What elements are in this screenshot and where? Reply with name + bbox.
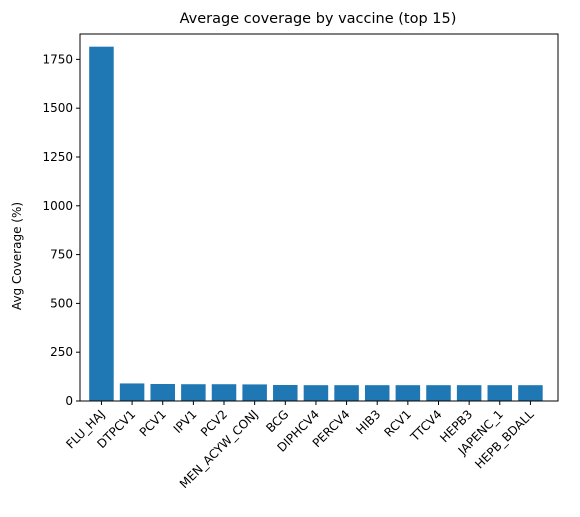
y-axis-label: Avg Coverage (%) xyxy=(10,202,24,310)
bar xyxy=(395,385,421,401)
bar xyxy=(119,383,145,401)
y-tick-label: 750 xyxy=(50,248,73,262)
bar xyxy=(273,384,298,401)
x-tick-label: TTCV4 xyxy=(407,407,444,444)
chart-title: Average coverage by vaccine (top 15) xyxy=(180,11,457,27)
bar xyxy=(334,385,359,401)
bar xyxy=(211,384,237,401)
bars xyxy=(89,46,543,401)
y-axis-ticks: 0 250 500 750 1000 1250 1500 1750 xyxy=(42,52,80,408)
bar xyxy=(242,384,267,401)
y-tick-label: 1500 xyxy=(42,101,73,115)
bar xyxy=(303,385,329,401)
plot-frame xyxy=(79,33,559,402)
bar xyxy=(456,385,482,401)
y-tick-label: 500 xyxy=(50,296,73,310)
bar xyxy=(487,385,513,401)
bar xyxy=(426,385,451,401)
x-tick-label: PCV1 xyxy=(137,407,169,439)
bar xyxy=(518,385,543,401)
x-tick-label: HIB3 xyxy=(353,407,383,437)
y-tick-label: 250 xyxy=(50,345,73,359)
y-tick-label: 0 xyxy=(65,394,73,408)
bar xyxy=(364,385,390,401)
y-tick-label: 1250 xyxy=(42,150,73,164)
bar xyxy=(181,384,206,401)
y-tick-label: 1000 xyxy=(42,199,73,213)
bar xyxy=(89,46,114,401)
y-tick-label: 1750 xyxy=(42,52,73,66)
bar xyxy=(150,384,175,401)
x-tick-label: IPV1 xyxy=(171,407,200,436)
